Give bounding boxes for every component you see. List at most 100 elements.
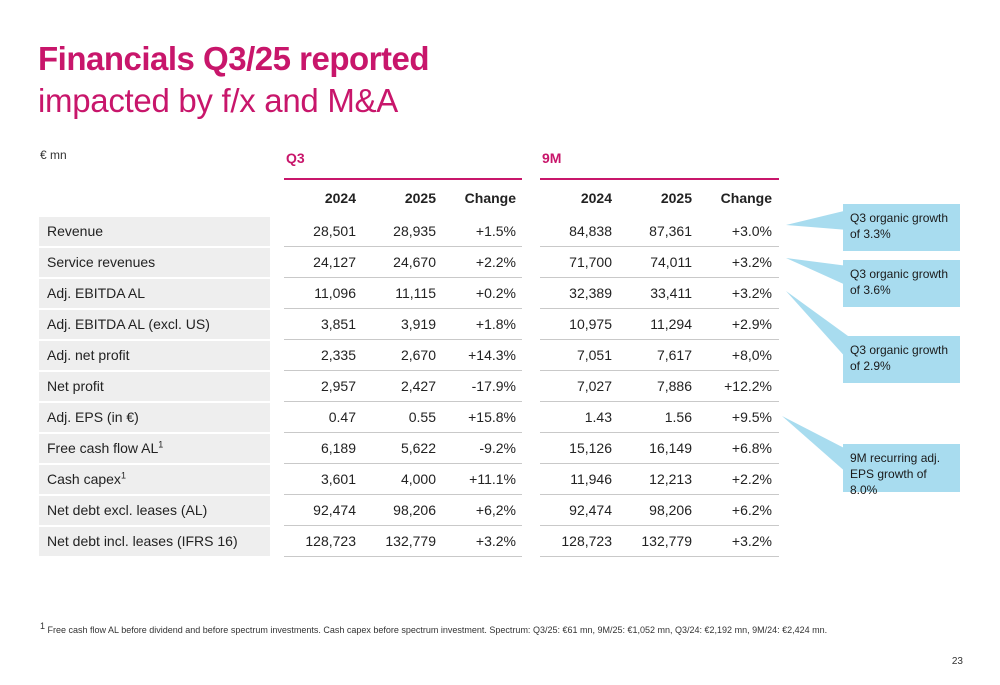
cell-m9-2025: 87,361 <box>649 223 692 239</box>
cell-m9-2024: 7,027 <box>576 378 612 394</box>
row-label-text: Adj. EPS (in €) <box>47 409 139 425</box>
row-divider <box>284 401 522 402</box>
cell-m9-change: +2.9% <box>731 316 772 332</box>
cell-m9-change: +3.2% <box>731 285 772 301</box>
table-row: Net debt excl. leases (AL) 92,474 98,206 +6… <box>0 495 800 526</box>
cell-m9-2024: 128,723 <box>561 533 612 549</box>
cell-q3-change: +6,2% <box>475 502 516 518</box>
cell-q3-change: +1.5% <box>475 223 516 239</box>
page-title: Financials Q3/25 reported <box>38 40 429 77</box>
row-label: Net debt incl. leases (IFRS 16) <box>39 527 270 556</box>
row-label: Net profit <box>39 372 270 401</box>
cell-q3-change: +3.2% <box>475 533 516 549</box>
header-9m-2024: 2024 <box>580 190 612 206</box>
row-label-text: Adj. EBITDA AL (excl. US) <box>47 316 210 332</box>
cell-m9-2024: 15,126 <box>569 440 612 456</box>
row-divider <box>540 432 779 433</box>
row-label-text: Cash capex <box>47 471 121 487</box>
page-number: 23 <box>951 656 963 667</box>
cell-m9-2024: 11,946 <box>570 471 612 487</box>
row-divider <box>540 463 779 464</box>
footnote: 1 Free cash flow AL before dividend and … <box>40 622 828 636</box>
row-divider <box>284 277 522 278</box>
cell-q3-change: +14.3% <box>468 347 516 363</box>
row-divider <box>540 370 779 371</box>
cell-q3-2024: 0.47 <box>328 409 356 425</box>
cell-q3-change: +15.8% <box>468 409 516 425</box>
cell-m9-2024: 71,700 <box>569 254 612 270</box>
row-divider <box>540 556 779 557</box>
callout-pointer-2 <box>786 258 848 286</box>
row-label-text: Net debt incl. leases (IFRS 16) <box>47 533 238 549</box>
row-divider <box>540 339 779 340</box>
table-row: Adj. net profit 2,335 2,670 +14.3% 7,051 7,61… <box>0 340 800 371</box>
callout-pointer-3 <box>786 291 848 360</box>
cell-m9-2024: 32,389 <box>569 285 612 301</box>
callout-pointer-4 <box>782 416 848 474</box>
cell-q3-2024: 3,601 <box>320 471 356 487</box>
cell-q3-change: +2.2% <box>475 254 516 270</box>
row-divider <box>284 308 522 309</box>
cell-m9-change: +9.5% <box>731 409 772 425</box>
cell-q3-change: +0.2% <box>475 285 516 301</box>
cell-q3-2025: 0.55 <box>408 409 436 425</box>
cell-q3-2025: 4,000 <box>400 471 436 487</box>
row-divider <box>284 432 522 433</box>
cell-m9-2024: 1.43 <box>584 409 612 425</box>
row-label: Adj. net profit <box>39 341 270 370</box>
table-row: Free cash flow AL1 6,189 5,622 -9.2% 15,126 1… <box>0 433 800 464</box>
row-divider <box>284 556 522 557</box>
cell-m9-2025: 132,779 <box>641 533 692 549</box>
row-divider <box>284 370 522 371</box>
row-divider <box>540 308 779 309</box>
cell-m9-change: +6.8% <box>731 440 772 456</box>
cell-q3-2025: 5,622 <box>400 440 436 456</box>
callout-eps-recurring: 9M recurring adj. EPS growth of 8.0% <box>843 444 960 497</box>
table-row: Net profit 2,957 2,427 -17.9% 7,027 7,886 +12.… <box>0 371 800 402</box>
row-label: Adj. EBITDA AL <box>39 279 270 308</box>
row-divider <box>540 277 779 278</box>
cell-m9-2024: 92,474 <box>569 502 612 518</box>
footnote-text: Free cash flow AL before dividend and be… <box>47 625 828 635</box>
table-row: Cash capex1 3,601 4,000 +11.1% 11,946 12,213 +… <box>0 464 800 495</box>
cell-m9-2025: 33,411 <box>650 285 692 301</box>
section-9m-label: 9M <box>542 150 562 166</box>
cell-m9-2024: 10,975 <box>569 316 612 332</box>
callout-pointer-1 <box>786 210 848 230</box>
table-row: Net debt incl. leases (IFRS 16) 128,723 13… <box>0 526 800 557</box>
cell-m9-change: +8,0% <box>731 347 772 363</box>
row-label-text: Adj. EBITDA AL <box>47 285 146 301</box>
cell-m9-2025: 1.56 <box>664 409 692 425</box>
table-row: Adj. EPS (in €) 0.47 0.55 +15.8% 1.43 1.56 +9.… <box>0 402 800 433</box>
cell-m9-change: +2.2% <box>731 471 772 487</box>
cell-m9-2025: 74,011 <box>650 254 692 270</box>
table-row: Adj. EBITDA AL (excl. US) 3,851 3,919 +1.8%… <box>0 309 800 340</box>
section-q3-label: Q3 <box>286 150 305 166</box>
cell-q3-change: +1.8% <box>475 316 516 332</box>
header-q3-2024: 2024 <box>324 190 356 206</box>
unit-label: € mn <box>40 148 67 162</box>
cell-m9-2024: 7,051 <box>576 347 612 363</box>
cell-q3-2024: 128,723 <box>305 533 356 549</box>
cell-q3-2024: 3,851 <box>320 316 356 332</box>
cell-m9-2024: 84,838 <box>569 223 612 239</box>
row-label-text: Net profit <box>47 378 104 394</box>
row-label: Cash capex1 <box>39 465 270 494</box>
cell-q3-2024: 28,501 <box>313 223 356 239</box>
table-row: Service revenues 24,127 24,670 +2.2% 71,700 7… <box>0 247 800 278</box>
row-divider <box>540 494 779 495</box>
row-divider <box>284 339 522 340</box>
header-q3-2025: 2025 <box>404 190 436 206</box>
row-label: Adj. EPS (in €) <box>39 403 270 432</box>
table-row: Adj. EBITDA AL 11,096 11,115 +0.2% 32,389 33,… <box>0 278 800 309</box>
cell-q3-change: -17.9% <box>471 378 516 394</box>
cell-q3-2025: 132,779 <box>385 533 436 549</box>
cell-m9-2025: 7,886 <box>656 378 692 394</box>
row-divider <box>540 246 779 247</box>
cell-q3-2025: 2,427 <box>400 378 436 394</box>
cell-q3-2025: 3,919 <box>400 316 436 332</box>
callout-revenue-organic: Q3 organic growth of 3.3% <box>843 204 960 251</box>
row-label-text: Service revenues <box>47 254 156 270</box>
row-label-text: Revenue <box>47 223 104 239</box>
